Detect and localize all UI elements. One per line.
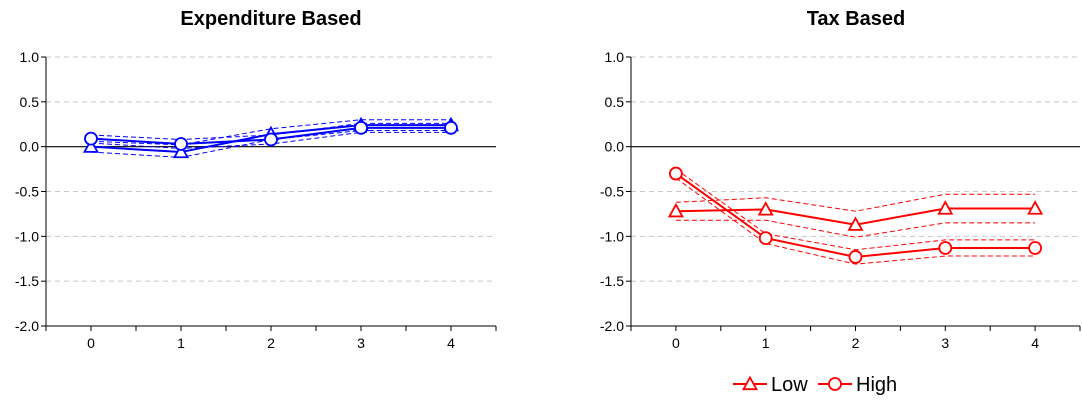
- legend-label: Low: [771, 374, 808, 396]
- data-point-triangle: [757, 201, 774, 216]
- series-high: [669, 166, 1042, 265]
- y-tick-label: -1.5: [15, 273, 39, 289]
- data-point-circle: [264, 132, 278, 147]
- chart-title: Tax Based: [807, 8, 906, 30]
- y-tick-label: 1.0: [605, 49, 625, 65]
- data-point-circle: [174, 137, 188, 151]
- x-tick-label: 0: [87, 335, 95, 351]
- chart-panel-expenditure: Expenditure Based 1.0 0.5 0.0 -0.5 -1.0 -1.5 -2…: [15, 8, 497, 351]
- x-tick-label: 1: [177, 335, 185, 351]
- legend-label: High: [856, 374, 897, 396]
- data-point-circle: [758, 231, 773, 246]
- y-tick-label: 0.5: [20, 94, 40, 110]
- data-point-triangle: [82, 138, 100, 153]
- chart-title: Expenditure Based: [180, 8, 361, 30]
- y-tick-label: 1.0: [20, 49, 40, 65]
- y-tick-label: 0.0: [20, 139, 40, 155]
- y-tick-label: -2.0: [600, 318, 624, 334]
- legend-item-low: Low: [733, 374, 808, 396]
- upper-band-line: [90, 119, 451, 146]
- x-tick-label: 4: [1031, 335, 1039, 351]
- y-tick-label: -2.0: [15, 318, 39, 334]
- legend-marker-triangle: [741, 375, 759, 391]
- lower-band-line: [675, 177, 1036, 265]
- x-tick-label: 2: [267, 335, 275, 351]
- series-high: [84, 120, 458, 151]
- data-point-circle: [1028, 241, 1042, 255]
- y-tick-label: 0.5: [605, 94, 625, 110]
- x-tick-label: 2: [852, 335, 860, 351]
- data-point-triangle: [937, 200, 954, 215]
- x-tick-label: 3: [941, 335, 949, 351]
- series-low: [667, 193, 1044, 238]
- y-tick-label: -1.5: [600, 273, 624, 289]
- y-tick-label: -1.0: [600, 228, 624, 244]
- data-point-circle: [354, 120, 368, 135]
- y-tick-label: -0.5: [15, 184, 39, 200]
- data-point-triangle: [847, 216, 864, 231]
- data-point-circle: [669, 166, 683, 181]
- lower-band-line: [90, 130, 451, 158]
- x-tick-label: 4: [447, 335, 455, 351]
- lower-band-line: [675, 219, 1036, 238]
- data-point-circle: [444, 120, 458, 135]
- data-point-triangle: [172, 143, 190, 159]
- data-point-circle: [848, 250, 863, 264]
- x-tick-label: 0: [672, 335, 680, 351]
- y-tick-label: -1.0: [15, 228, 39, 244]
- legend-marker-circle: [828, 377, 842, 391]
- upper-band-line: [675, 193, 1036, 212]
- series-line: [675, 172, 1036, 258]
- x-tick-label: 1: [762, 335, 770, 351]
- y-tick-label: -0.5: [600, 184, 624, 200]
- upper-band-line: [675, 168, 1036, 251]
- x-tick-label: 3: [357, 335, 365, 351]
- data-point-circle: [938, 241, 953, 255]
- legend-item-high: High: [818, 374, 897, 396]
- y-tick-label: 0.0: [605, 139, 625, 155]
- data-point-triangle: [667, 202, 684, 218]
- data-point-triangle: [1027, 200, 1044, 215]
- data-point-circle: [84, 131, 98, 146]
- chart-panel-tax: Tax Based 1.0 0.5 0.0 -0.5 -1.0 -1.5 -2.0 0 1 2 3 4: [600, 8, 1081, 351]
- legend: Low High: [733, 374, 897, 396]
